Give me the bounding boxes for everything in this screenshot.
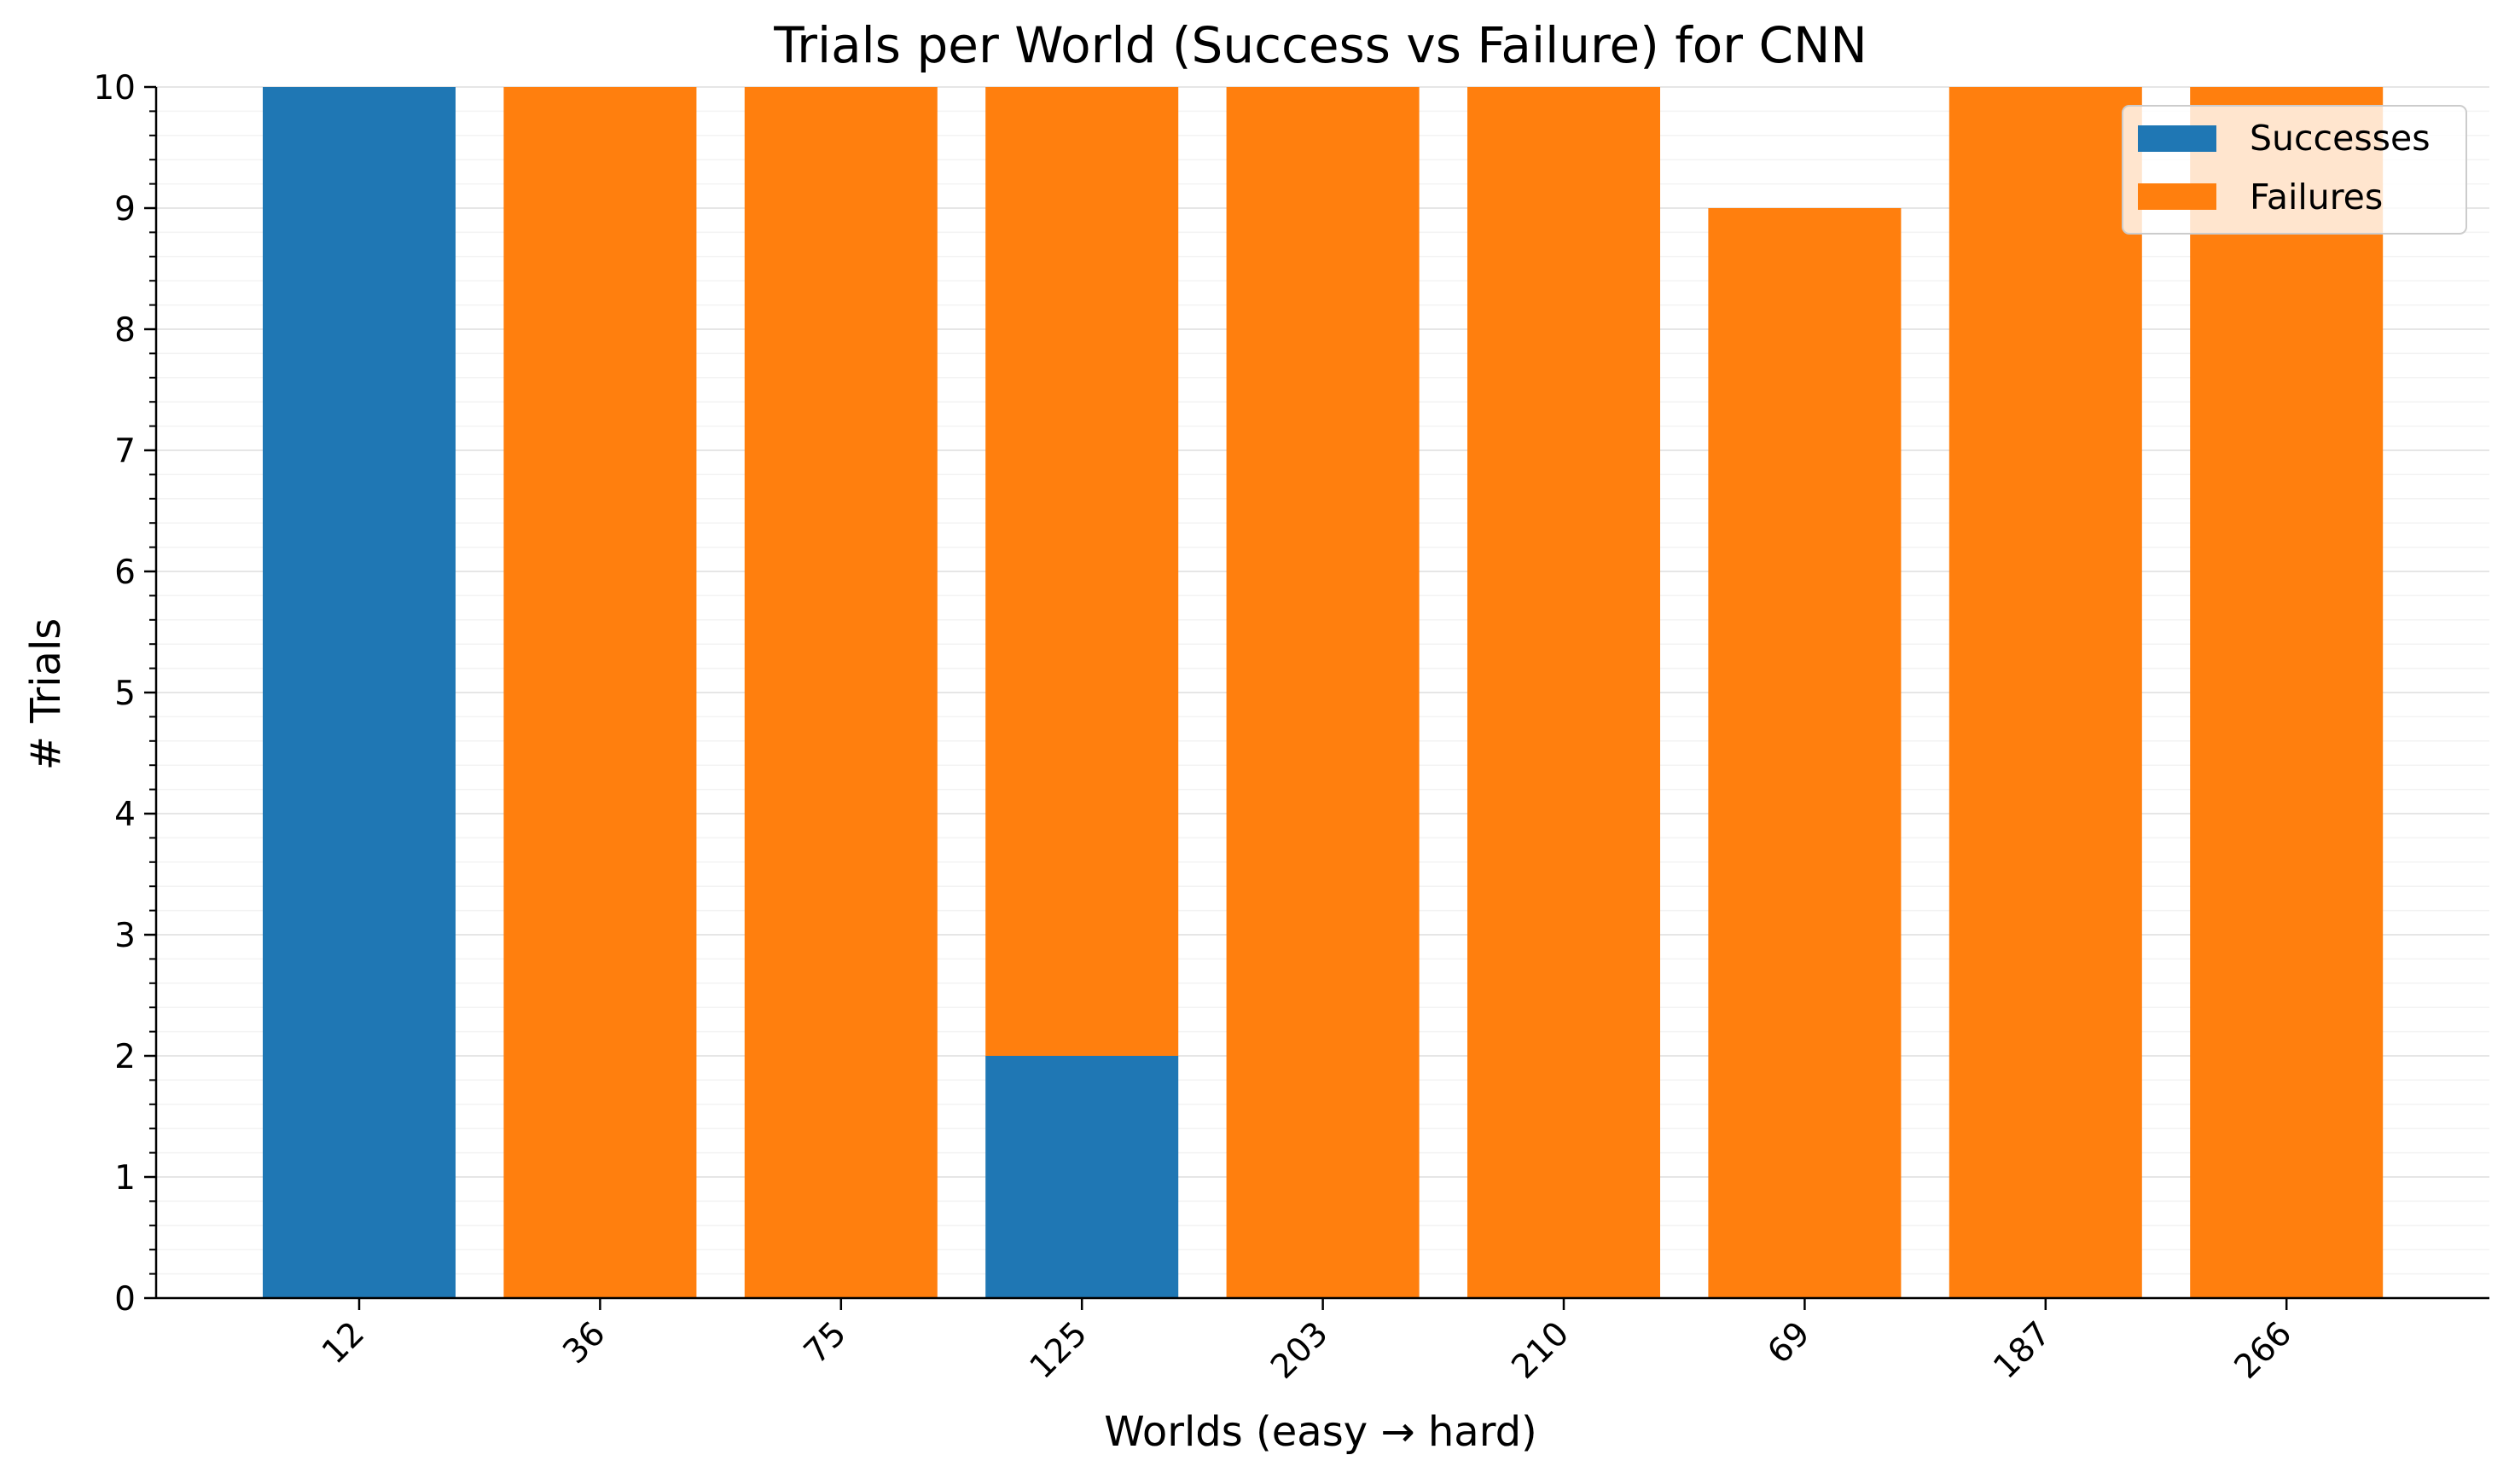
x-ticks: 12 36 75 125 203 210 69 187 266 (315, 1298, 2299, 1387)
x-tick-label: 69 (1761, 1314, 1818, 1371)
y-tick-label: 5 (114, 675, 136, 713)
bar-successes-125 (985, 1056, 1179, 1298)
y-tick-label: 10 (93, 69, 136, 107)
bar-failures-69 (1708, 208, 1902, 1298)
x-tick-label: 210 (1505, 1314, 1577, 1386)
legend: Successes Failures (2122, 105, 2467, 235)
x-tick-label: 266 (2227, 1314, 2299, 1386)
y-tick-label: 2 (114, 1038, 136, 1076)
y-tick-label: 8 (114, 311, 136, 350)
bar-failures-266 (2190, 87, 2384, 1298)
y-tick-label: 1 (114, 1159, 136, 1197)
legend-swatch-successes (2138, 125, 2216, 152)
x-tick-label: 75 (797, 1314, 854, 1371)
y-tick-label: 6 (114, 554, 136, 592)
bars (263, 87, 2384, 1298)
legend-label-failures: Failures (2250, 177, 2383, 217)
bar-failures-210 (1467, 87, 1660, 1298)
y-tick-label: 3 (114, 917, 136, 955)
bar-failures-187 (1949, 87, 2142, 1298)
x-tick-label: 36 (556, 1314, 613, 1371)
x-tick-label: 12 (315, 1314, 372, 1371)
y-axis-label: # Trials (22, 618, 70, 771)
x-tick-label: 203 (1263, 1314, 1335, 1386)
x-tick-label: 187 (1986, 1314, 2058, 1386)
y-tick-label: 9 (114, 190, 136, 229)
y-ticks: 0 1 2 3 4 5 6 7 8 9 10 (93, 69, 156, 1319)
bar-successes-12 (263, 87, 456, 1298)
legend-swatch-failures (2138, 183, 2216, 210)
x-axis-label: Worlds (easy → hard) (1104, 1408, 1537, 1456)
y-tick-label: 7 (114, 432, 136, 471)
bar-failures-125 (985, 87, 1179, 1056)
chart-title: Trials per World (Success vs Failure) fo… (773, 16, 1867, 74)
y-tick-label: 0 (114, 1280, 136, 1319)
bar-failures-203 (1226, 87, 1420, 1298)
x-tick-label: 125 (1023, 1314, 1095, 1386)
y-tick-label: 4 (114, 796, 136, 834)
bar-failures-36 (503, 87, 697, 1298)
bar-failures-75 (744, 87, 938, 1298)
legend-label-successes: Successes (2250, 118, 2431, 159)
